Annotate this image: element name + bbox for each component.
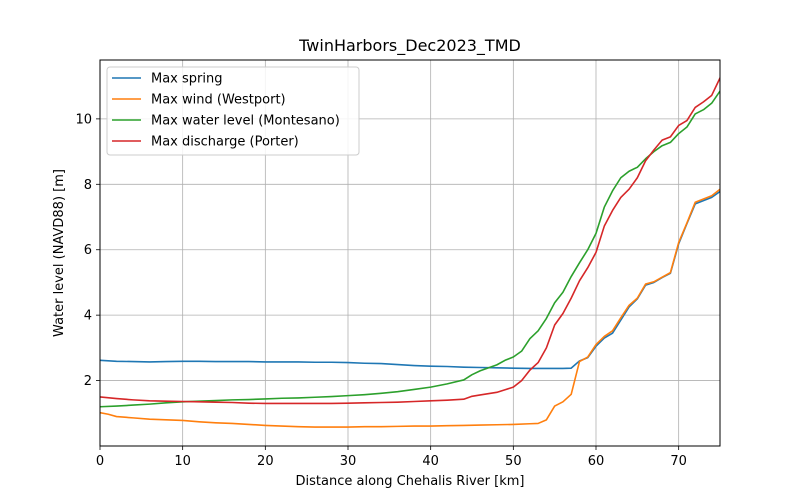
x-tick-label: 60 — [588, 454, 605, 469]
plot-frame — [99, 59, 721, 447]
x-tick-label: 0 — [96, 454, 104, 469]
y-tick-label: 4 — [84, 309, 92, 324]
x-tick-label: 70 — [670, 454, 687, 469]
legend-label: Max spring — [151, 72, 222, 87]
x-axis-label: Distance along Chehalis River [km] — [296, 474, 525, 489]
y-tick-label: 6 — [84, 243, 92, 258]
y-tick-label: 2 — [84, 374, 92, 389]
legend-box — [106, 66, 360, 156]
y-axis-label: Water level (NAVD88) [m] — [52, 169, 67, 337]
x-tick-label: 30 — [340, 454, 357, 469]
legend-label: Max water level (Montesano) — [151, 114, 340, 129]
legend: Max spring Max wind (Westport) Max water l… — [106, 66, 360, 156]
series-line-2 — [100, 188, 720, 428]
x-tick-label: 50 — [505, 454, 522, 469]
x-tick-label: 10 — [174, 454, 191, 469]
axis-ticks: 0 10 20 30 40 50 60 70 2 4 6 8 10 — [75, 112, 686, 469]
legend-label: Max discharge (Porter) — [151, 135, 299, 150]
chart-title: TwinHarbors_Dec2023_TMD — [298, 36, 521, 56]
y-tick-label: 10 — [75, 112, 92, 127]
series-line-4 — [100, 76, 720, 405]
legend-label: Max wind (Westport) — [151, 93, 286, 108]
x-tick-label: 20 — [257, 454, 274, 469]
y-tick-label: 8 — [84, 178, 92, 193]
x-tick-label: 40 — [422, 454, 439, 469]
series-lines — [100, 76, 720, 428]
